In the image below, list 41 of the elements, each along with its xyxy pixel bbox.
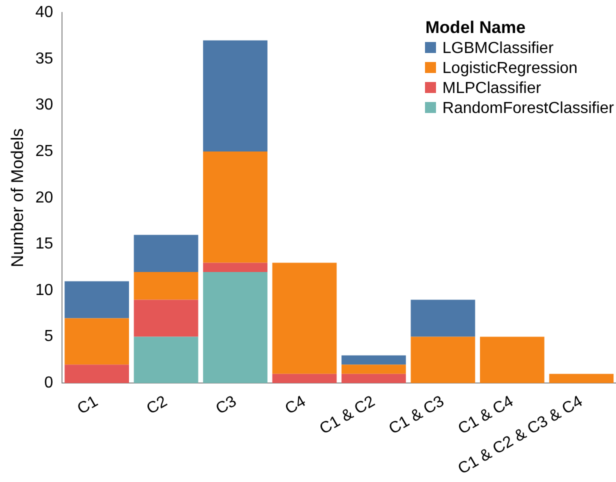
legend-title: Model Name: [425, 18, 527, 38]
x-tick-label: C4: [282, 392, 309, 418]
bar: [272, 374, 337, 384]
bar: [134, 300, 198, 337]
bar: [203, 272, 268, 384]
y-tick-label: 35: [35, 50, 54, 68]
bar: [342, 364, 406, 374]
y-tick-label: 20: [35, 189, 54, 206]
bar: [64, 281, 129, 318]
bar: [342, 355, 406, 365]
legend-label: RandomForestClassifier: [441, 99, 614, 119]
y-tick-label: 0: [44, 374, 54, 392]
x-tick-label: C2: [144, 392, 170, 418]
x-tick-label: C1: [74, 392, 102, 418]
bar: [203, 152, 268, 263]
bar: [480, 336, 544, 384]
y-tick-label: 40: [35, 4, 54, 22]
y-tick-label: 30: [35, 96, 54, 114]
legend-label: MLPClassifier: [441, 79, 542, 99]
y-tick-label: 15: [35, 236, 54, 253]
bar: [272, 262, 337, 374]
x-tick-label: C3: [213, 392, 240, 418]
bar: [134, 234, 198, 272]
x-tick-label: C1 & C3: [386, 392, 448, 438]
x-tick-label: C1 & C2: [317, 392, 378, 438]
y-tick-label: 25: [35, 142, 54, 160]
bar: [410, 300, 476, 337]
bar: [134, 336, 198, 384]
bar: [64, 364, 129, 384]
bar: [203, 262, 268, 272]
bar: [134, 272, 198, 300]
bar: [203, 40, 268, 152]
bar: [549, 374, 614, 384]
y-tick-label: 5: [44, 328, 54, 346]
bar: [64, 318, 129, 365]
y-tick-label: 10: [35, 282, 54, 299]
legend-label: LGBMClassifier: [441, 39, 555, 59]
bar: [342, 374, 406, 384]
bar: [410, 336, 476, 384]
y-axis-title: Number of Models: [8, 128, 27, 268]
legend-label: LogisticRegression: [441, 59, 579, 79]
